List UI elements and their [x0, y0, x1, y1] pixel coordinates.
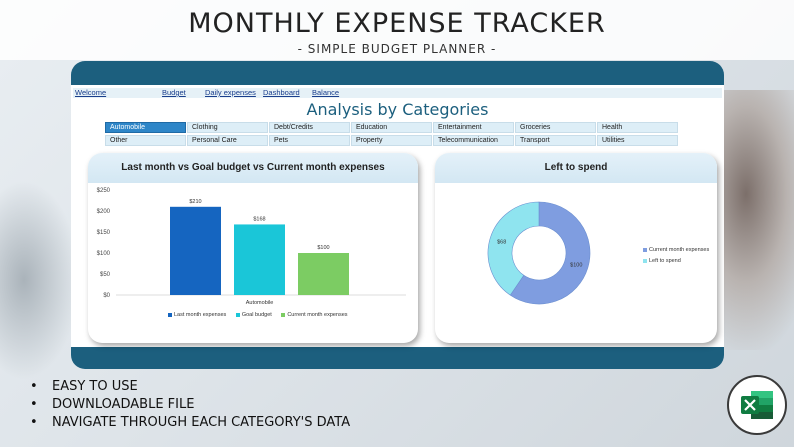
category-education[interactable]: Education [351, 122, 432, 133]
category-property[interactable]: Property [351, 135, 432, 146]
bar-data-label: $210 [189, 199, 201, 205]
nav-link-balance[interactable]: Balance [312, 88, 340, 97]
page-subtitle: - SIMPLE BUDGET PLANNER - [297, 42, 497, 56]
legend-donut-current: Current month expenses [643, 245, 709, 256]
nav-link-dashboard[interactable]: Dashboard [263, 88, 300, 97]
category-utilities[interactable]: Utilities [597, 135, 678, 146]
donut-slice-current-month-expenses [509, 201, 591, 305]
legend-last-month: Last month expenses [168, 312, 226, 318]
y-tick-label: $150 [97, 230, 111, 236]
bar-data-label: $168 [253, 216, 265, 222]
category-entertainment[interactable]: Entertainment [433, 122, 514, 133]
category-groceries[interactable]: Groceries [515, 122, 596, 133]
feature-list: EASY TO USE DOWNLOADABLE FILE NAVIGATE T… [30, 378, 350, 432]
nav-link-daily-expenses[interactable]: Daily expenses [205, 88, 256, 97]
donut-chart-card: Left to spend $100 $68 Current month expe… [435, 153, 717, 343]
y-tick-label: $250 [97, 188, 111, 194]
excel-icon [727, 375, 787, 435]
bar-current-month-expenses [298, 253, 349, 295]
category-health[interactable]: Health [597, 122, 678, 133]
bar-chart-card: Last month vs Goal budget vs Current mon… [88, 153, 418, 343]
x-category-label: Automobile [246, 300, 274, 306]
y-tick-label: $0 [103, 293, 110, 299]
category-debt-credits[interactable]: Debt/Credits [269, 122, 350, 133]
feature-item: DOWNLOADABLE FILE [30, 396, 350, 414]
donut-slice-left-to-spend [487, 201, 540, 296]
legend-donut-left-label: Left to spend [649, 258, 681, 264]
category-telecommunication[interactable]: Telecommunication [433, 135, 514, 146]
category-pets[interactable]: Pets [269, 135, 350, 146]
category-personal-care[interactable]: Personal Care [187, 135, 268, 146]
legend-donut-left: Left to spend [643, 256, 709, 267]
y-tick-label: $50 [100, 272, 111, 278]
bar-chart-title: Last month vs Goal budget vs Current mon… [88, 153, 418, 183]
nav-link-budget[interactable]: Budget [162, 88, 186, 97]
page-title: MONTHLY EXPENSE TRACKER [188, 8, 606, 39]
bar-chart: $0 $50 $100 $150 $200 $250 $210 $168 $100 Automob… [97, 188, 406, 306]
donut-chart-title: Left to spend [435, 153, 717, 183]
sheet-heading: Analysis by Categories [306, 100, 489, 119]
donut-data-label: $68 [497, 240, 506, 246]
legend-goal-budget-label: Goal budget [241, 312, 272, 318]
legend-donut-current-label: Current month expenses [649, 247, 710, 253]
bar-chart-legend: Last month expenses Goal budget Current … [168, 312, 356, 318]
category-other[interactable]: Other [105, 135, 186, 146]
bar-goal-budget [234, 224, 285, 295]
category-transport[interactable]: Transport [515, 135, 596, 146]
donut-data-label: $100 [570, 262, 582, 268]
feature-item: NAVIGATE THROUGH EACH CATEGORY'S DATA [30, 414, 350, 432]
donut-chart: $100 $68 [487, 201, 591, 305]
header-backdrop [0, 0, 794, 60]
background-photo-left [0, 180, 80, 380]
legend-current-month: Current month expenses [281, 312, 348, 318]
bar-last-month-expenses [170, 206, 221, 295]
nav-bar: Welcome Budget Daily expenses Dashboard … [73, 88, 722, 98]
category-automobile[interactable]: Automobile [105, 122, 186, 133]
donut-chart-legend: Current month expenses Left to spend [643, 245, 709, 267]
legend-goal-budget: Goal budget [235, 312, 272, 318]
legend-last-month-label: Last month expenses [174, 312, 227, 318]
bar-data-label: $100 [317, 245, 329, 251]
y-tick-label: $100 [97, 251, 111, 257]
legend-current-month-label: Current month expenses [287, 312, 348, 318]
y-tick-label: $200 [97, 209, 111, 215]
nav-link-welcome[interactable]: Welcome [75, 88, 107, 97]
spreadsheet-sheet: Welcome Budget Daily expenses Dashboard … [71, 85, 724, 347]
category-clothing[interactable]: Clothing [187, 122, 268, 133]
feature-item: EASY TO USE [30, 378, 350, 396]
